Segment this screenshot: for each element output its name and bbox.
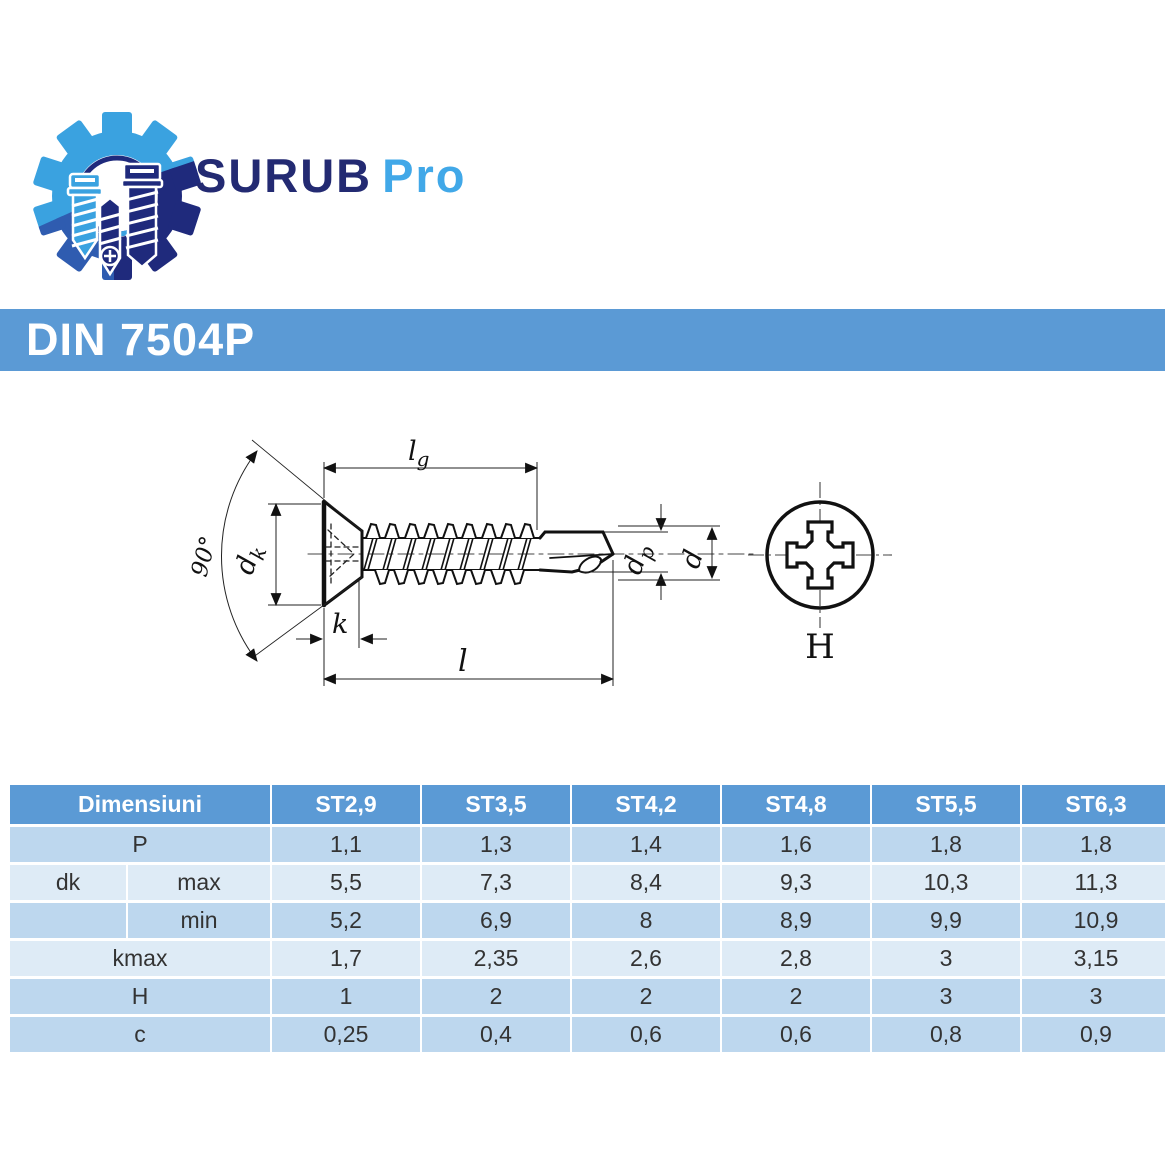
dim-label-lg: lg [408, 436, 429, 471]
row-label: H [10, 979, 270, 1014]
value-cell: 1,4 [572, 827, 720, 862]
column-header-st42: ST4,2 [572, 785, 720, 824]
brand-name-secondary: Pro [382, 149, 467, 202]
row-label: c [10, 1017, 270, 1052]
value-cell: 5,2 [272, 903, 420, 938]
value-cell: 2 [572, 979, 720, 1014]
dim-label-k: k [332, 609, 348, 640]
value-cell: 3,15 [1022, 941, 1165, 976]
value-cell: 10,9 [1022, 903, 1165, 938]
dim-label-d: d [675, 546, 710, 572]
brand-wordmark: SURUB Pro [195, 148, 466, 203]
value-cell: 1,8 [872, 827, 1020, 862]
screw-head-top-view [748, 482, 892, 628]
value-cell: 2 [722, 979, 870, 1014]
table-row: c 0,25 0,4 0,6 0,6 0,8 0,9 [10, 1017, 1165, 1052]
dim-label-head-view: H [805, 627, 835, 667]
dim-label-dk: dk [229, 541, 271, 580]
value-cell: 0,8 [872, 1017, 1020, 1052]
value-cell: 8,4 [572, 865, 720, 900]
dimension-lines [221, 439, 720, 686]
value-cell: 1,8 [1022, 827, 1165, 862]
value-cell: 3 [872, 979, 1020, 1014]
value-cell: 1,7 [272, 941, 420, 976]
value-cell: 1 [272, 979, 420, 1014]
value-cell: 3 [1022, 979, 1165, 1014]
value-cell: 11,3 [1022, 865, 1165, 900]
table-row: P 1,1 1,3 1,4 1,6 1,8 1,8 [10, 827, 1165, 862]
value-cell: 0,6 [722, 1017, 870, 1052]
table-row: min 5,2 6,9 8 8,9 9,9 10,9 [10, 903, 1165, 938]
standard-title: DIN 7504P [26, 314, 256, 365]
value-cell: 0,25 [272, 1017, 420, 1052]
standard-header-bar: DIN 7504P [0, 309, 1165, 371]
value-cell: 8 [572, 903, 720, 938]
value-cell: 0,4 [422, 1017, 570, 1052]
value-cell: 0,9 [1022, 1017, 1165, 1052]
value-cell: 7,3 [422, 865, 570, 900]
technical-drawing: lg dk 90° k l dp d H [160, 418, 950, 733]
table-row: dk max 5,5 7,3 8,4 9,3 10,3 11,3 [10, 865, 1165, 900]
column-header-st48: ST4,8 [722, 785, 870, 824]
row-sublabel: max [128, 865, 270, 900]
gear-screws-icon [28, 88, 208, 293]
value-cell: 9,9 [872, 903, 1020, 938]
row-label: P [10, 827, 270, 862]
value-cell: 6,9 [422, 903, 570, 938]
table-row: kmax 1,7 2,35 2,6 2,8 3 3,15 [10, 941, 1165, 976]
value-cell: 3 [872, 941, 1020, 976]
value-cell: 1,6 [722, 827, 870, 862]
screw-side-view [307, 499, 757, 608]
value-cell: 2,8 [722, 941, 870, 976]
column-header-st63: ST6,3 [1022, 785, 1165, 824]
table-header-row: Dimensiuni ST2,9 ST3,5 ST4,2 ST4,8 ST5,5… [10, 785, 1165, 824]
dim-label-dp: dp [617, 540, 660, 580]
screw-icon-right [120, 162, 164, 269]
row-sublabel: min [128, 903, 270, 938]
screw-icon-left [66, 172, 104, 261]
row-label: kmax [10, 941, 270, 976]
value-cell: 10,3 [872, 865, 1020, 900]
column-header-st35: ST3,5 [422, 785, 570, 824]
value-cell: 2,35 [422, 941, 570, 976]
value-cell: 1,1 [272, 827, 420, 862]
value-cell: 9,3 [722, 865, 870, 900]
value-cell: 0,6 [572, 1017, 720, 1052]
brand-name-primary: SURUB [195, 149, 373, 202]
value-cell: 1,3 [422, 827, 570, 862]
row-label [10, 903, 126, 938]
value-cell: 2 [422, 979, 570, 1014]
row-label: dk [10, 865, 126, 900]
value-cell: 8,9 [722, 903, 870, 938]
screw-icon-middle [98, 196, 122, 277]
dimensions-table: Dimensiuni ST2,9 ST3,5 ST4,2 ST4,8 ST5,5… [8, 782, 1165, 1055]
column-header-st55: ST5,5 [872, 785, 1020, 824]
column-header-dimensiuni: Dimensiuni [10, 785, 270, 824]
dim-label-angle: 90° [187, 533, 223, 579]
value-cell: 2,6 [572, 941, 720, 976]
column-header-st29: ST2,9 [272, 785, 420, 824]
dim-label-l: l [458, 644, 468, 679]
value-cell: 5,5 [272, 865, 420, 900]
phillips-recess-icon [785, 520, 855, 590]
table-body: P 1,1 1,3 1,4 1,6 1,8 1,8 dk max 5,5 7,3 8,4 9,3 10,3… [10, 827, 1165, 1052]
brand-logo: SURUB Pro [28, 88, 508, 293]
